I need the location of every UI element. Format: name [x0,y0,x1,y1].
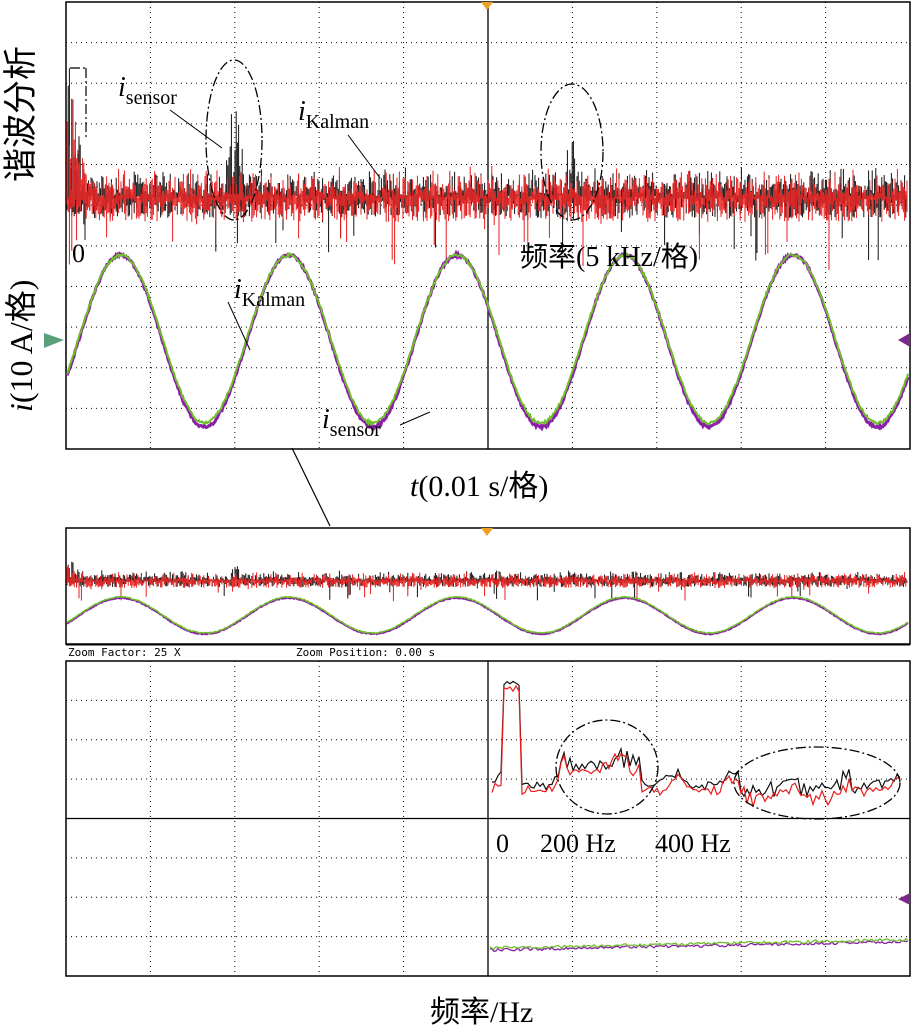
harmonic-ellipse-200hz [555,719,659,815]
zoom-link-line [291,447,331,527]
bottom-freq-axis-label: 频率/Hz [430,996,533,1029]
bottom-zoomed-spectrum [491,680,901,807]
harmonic-ellipse-400hz [733,746,901,820]
annot-sensor-wave: isensor [322,404,381,441]
channel-marker-bottom-right [898,893,910,905]
time-axis-label: t(0.01 s/格) [410,470,548,503]
overview-waveform [66,595,909,636]
sensor-peak-ellipse-2 [540,83,604,221]
fft-origin-bracket [70,67,87,138]
top-freq-axis-label: 频率(5 kHz/格) [520,241,698,273]
leader-kalman-fft [347,134,381,179]
bottom-scope-grid [66,661,910,976]
leader-sensor-wave [399,411,431,426]
trigger-marker-zoom [481,528,493,536]
overview-sensor-wave [66,596,909,636]
annot-sensor-fft: isensor [118,72,177,109]
zoom-kalman-wave-trace [489,937,909,950]
kalman-spectrum-trace [66,99,908,270]
tick-200hz-label: 200 Hz [540,829,616,858]
sensor-peak-ellipse-1 [205,59,263,221]
overview-spectrum [66,561,908,602]
overview-kalman-trace [66,566,908,602]
bottom-freq-origin-label: 0 [496,829,509,858]
current-axis-label: i(10 A/格) [3,280,39,412]
top-freq-origin-label: 0 [72,239,85,268]
kalman-current-trace [66,251,909,427]
tick-400hz-label: 400 Hz [655,829,731,858]
channel-marker-left [44,333,64,348]
top-current-waveform [65,249,910,432]
overview-kalman-wave [66,595,909,635]
zoom-position-text: Zoom Position: 0.00 s [296,646,435,659]
leader-sensor-fft [169,109,223,149]
top-scope-grid [66,2,910,449]
zoom-factor-text: Zoom Factor: 25 X [68,646,181,659]
trigger-marker-top [481,2,493,10]
bottom-zoomed-waveform [489,937,909,953]
harmonic-axis-label: 谐波分析 [2,46,40,182]
zoom-kalman-spectrum-trace [491,684,900,807]
channel-marker-right [898,333,910,347]
top-harmonic-spectrum [66,68,908,270]
leader-kalman-wave [227,301,251,351]
annot-kalman-fft: iKalman [298,96,369,133]
annot-kalman-wave: iKalman [234,274,305,311]
